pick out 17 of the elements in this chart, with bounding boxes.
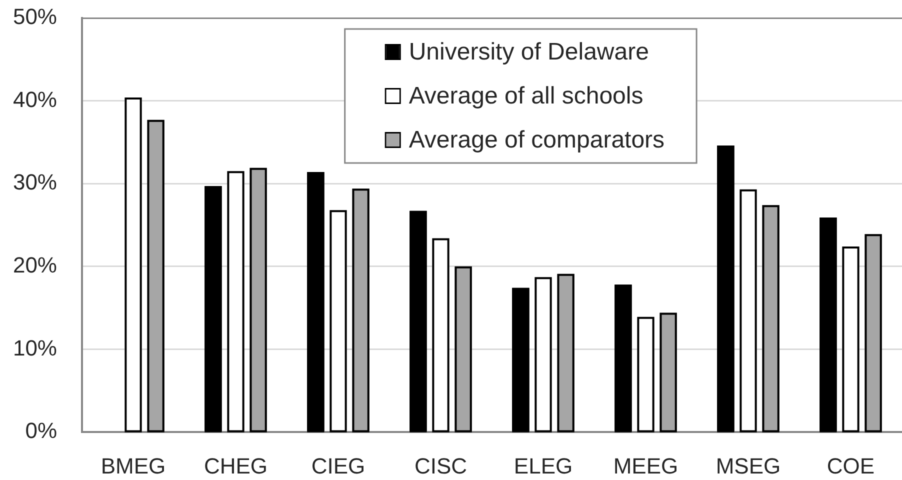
y-tick-label: 10% (12, 335, 57, 360)
x-tick-label: CHEG (204, 453, 268, 478)
x-tick-label: COE (826, 453, 875, 478)
x-tick-label: CIEG (311, 453, 366, 478)
x-tick-label: MSEG (716, 453, 781, 478)
y-tick-label: 0% (25, 418, 57, 444)
legend-label: University of Delaware (408, 38, 649, 66)
legend-label: Average of all schools (408, 82, 644, 110)
x-tick-label: ELEG (514, 453, 573, 478)
x-tick-label: BMEG (100, 453, 166, 478)
x-tick-label: CISC (414, 453, 468, 478)
x-tick-label: MEEG (613, 453, 678, 478)
y-tick-label: 40% (12, 86, 57, 112)
y-tick-label: 20% (12, 252, 57, 278)
legend-label: Average of comparators (408, 126, 665, 154)
y-tick-label: 30% (12, 170, 57, 195)
y-tick-label: 50% (12, 4, 57, 30)
